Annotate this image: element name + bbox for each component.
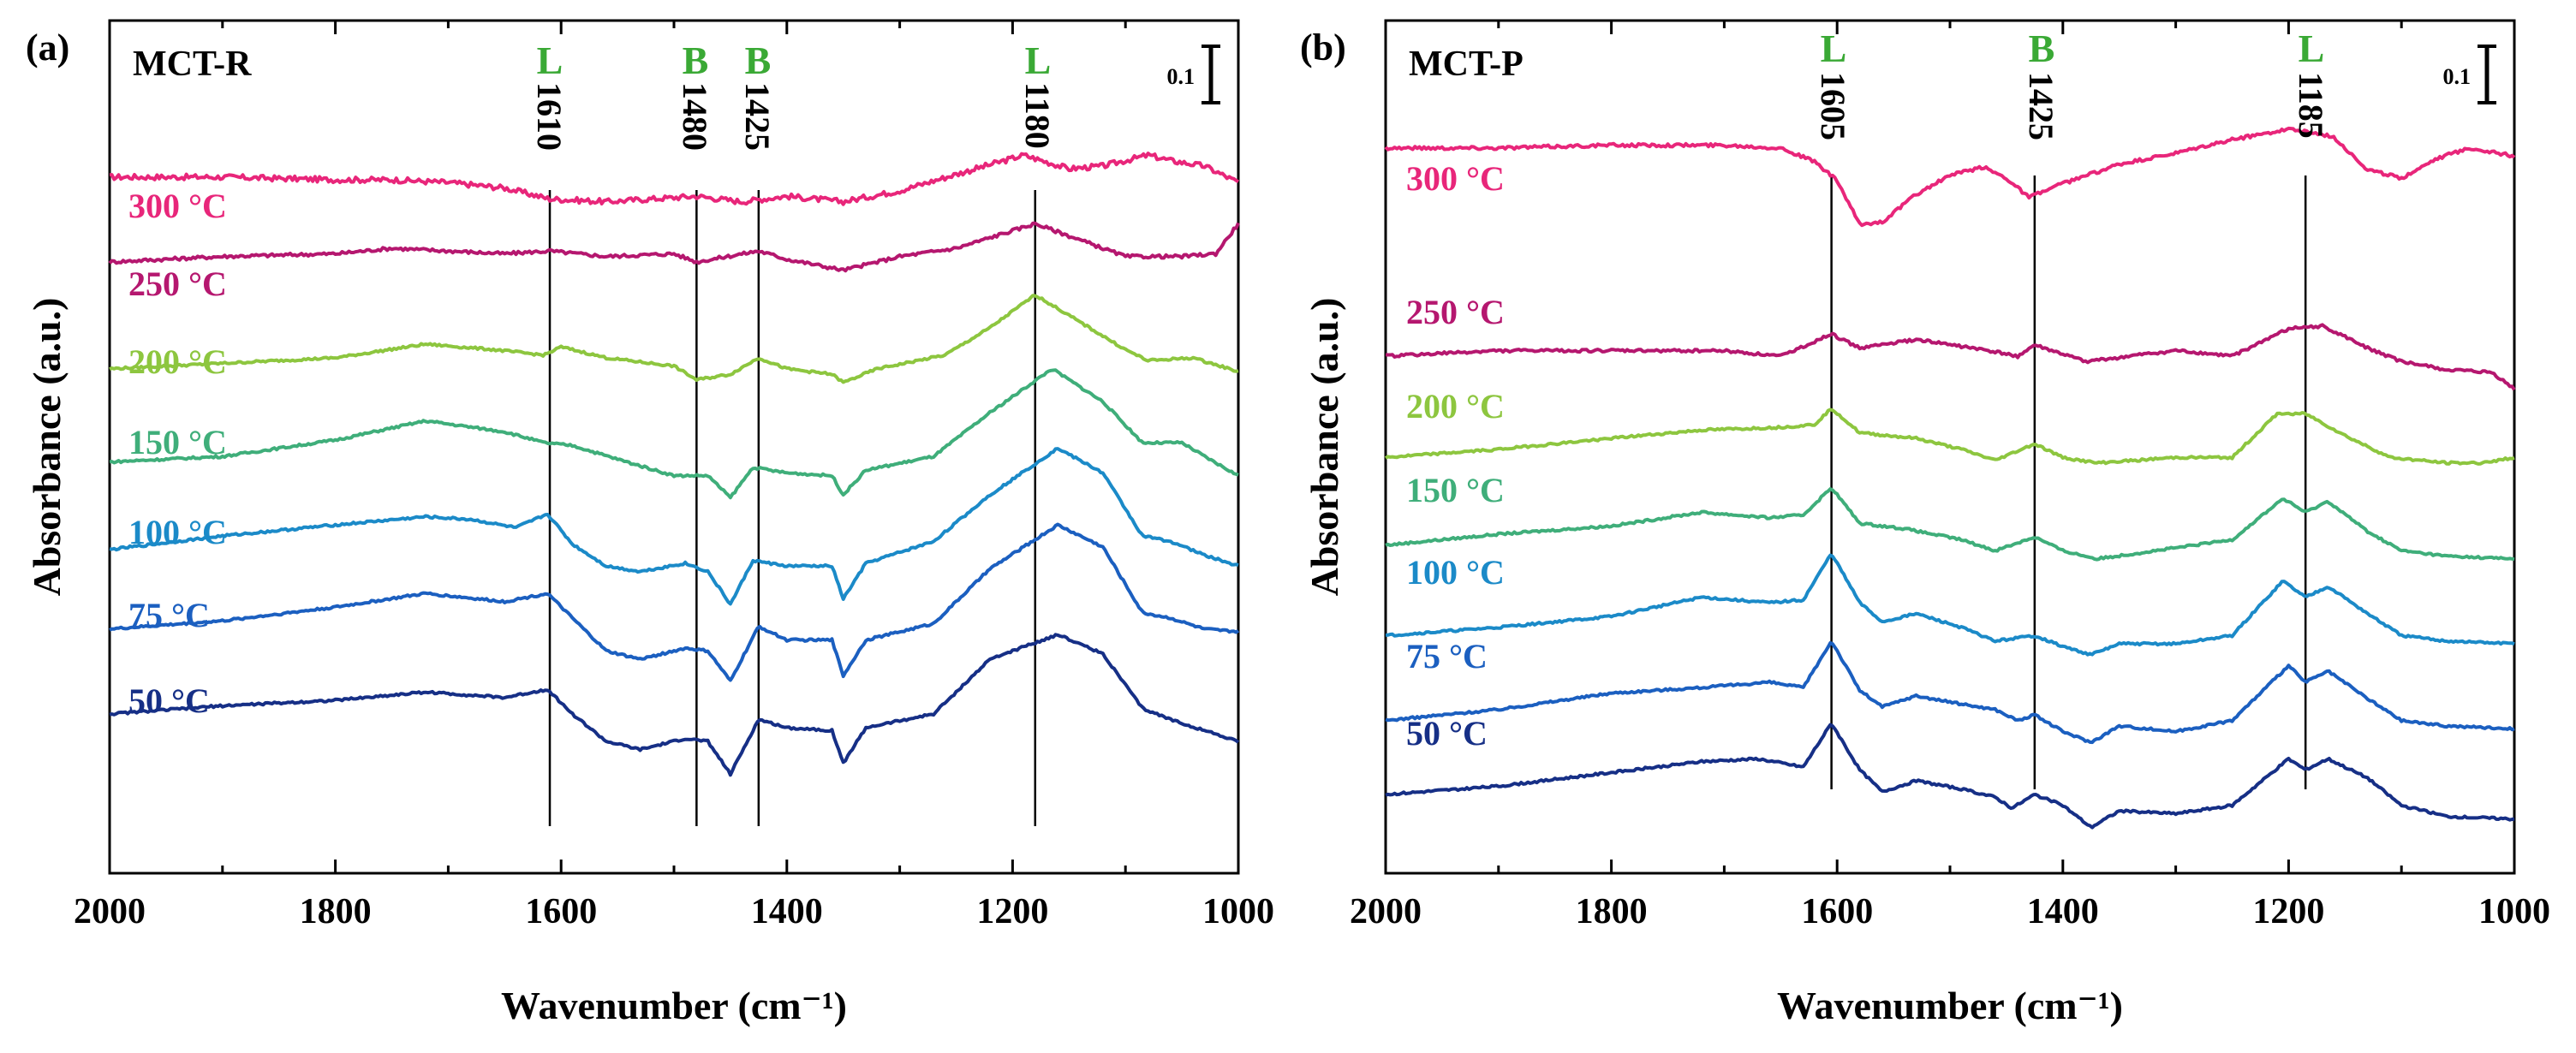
panel-a-sample-name: MCT-R [133,45,252,84]
panel-b-x-tick-label: 1200 [2252,892,2324,931]
panel-a-peak-value-1610: 1610 [530,82,569,151]
panel-a-y-axis-title: Absorbance (a.u.) [25,298,69,597]
panel-a-x-tick-label: 1600 [525,892,597,931]
panel-a-peak-type-1425: B [745,39,772,82]
panel-a-curve-label-200: 200 °C [128,342,227,381]
panel-a-series-50C [109,633,1240,777]
panel-b-series-200C [1384,408,2515,466]
panel-b-peak-type-1605: L [1821,27,1847,70]
panel-b-y-axis-title: Absorbance (a.u.) [1303,298,1346,597]
panel-a-label: (a) [26,27,69,68]
panel-b: 2000 1800 1600 1400 1200 1000 (b) MCT-P 0.1 L… [1300,19,2550,1027]
panel-a-x-tick-label: 1000 [1202,892,1274,931]
panel-b-curve-label-150: 150 °C [1406,471,1505,509]
panel-a-series-100C [109,447,1239,606]
panel-a-curve-label-150: 150 °C [128,423,227,461]
panel-b-peak-lines [1830,176,2307,789]
panel-b-sample-name: MCT-P [1409,45,1524,84]
panel-b-peak-type-1185: L [2299,27,2325,70]
panel-a-curve-label-75: 75 °C [128,596,210,634]
panel-b-x-axis-title: Wavenumber (cm⁻¹) [1777,984,2123,1027]
panel-a-peak-value-1480: 1480 [676,82,714,151]
panel-b-x-tick-label: 1000 [2478,892,2550,931]
panel-b-ticks: 2000 1800 1600 1400 1200 1000 [1350,21,2550,931]
panel-a-peak-type-1610: L [537,39,564,82]
panel-a-series-250C [108,221,1240,273]
panel-b-curves [1384,126,2516,830]
panel-a: 2000 1800 1600 1400 1200 1000 (a) MCT-R 0.1 L… [25,19,1274,1027]
panel-b-x-tick-label: 1400 [2027,892,2099,931]
panel-b-curve-label-250: 250 °C [1406,293,1505,331]
panel-a-peak-type-1180: L [1025,39,1052,82]
panel-b-scale-label: 0.1 [2443,64,2472,89]
panel-a-x-tick-label: 1400 [751,892,823,931]
panel-a-series-75C [109,522,1240,682]
panel-a-scale-bar: 0.1 [1167,45,1220,104]
panel-b-series-50C [1385,723,2515,830]
panel-a-peak-value-1425: 1425 [738,82,777,151]
panel-a-series-150C [109,368,1239,500]
panel-b-series-250C [1385,323,2516,391]
panel-b-curve-label-200: 200 °C [1406,387,1505,425]
panel-a-curve-label-250: 250 °C [128,265,227,303]
panel-b-series-100C [1385,553,2515,657]
panel-b-x-tick-label: 1800 [1576,892,1648,931]
panel-b-curve-label-100: 100 °C [1406,553,1505,592]
panel-a-series-200C [109,294,1239,384]
panel-b-series-300C [1384,126,2516,228]
panel-a-curve-label-50: 50 °C [128,681,210,720]
panel-b-x-tick-label: 2000 [1350,892,1422,931]
panel-a-peak-type-1480: B [683,39,709,82]
panel-b-series-150C [1385,487,2515,562]
panel-b-curve-label-300: 300 °C [1406,159,1505,198]
panel-b-label: (b) [1300,27,1346,68]
panel-a-x-tick-label: 2000 [74,892,146,931]
panel-b-x-tick-label: 1600 [1801,892,1873,931]
panel-b-curve-label-75: 75 °C [1406,637,1488,675]
panel-b-peak-value-1425: 1425 [2022,72,2060,140]
panel-b-peak-type-1425: B [2029,27,2055,70]
panel-a-curve-label-100: 100 °C [128,513,227,551]
panel-a-ticks: 2000 1800 1600 1400 1200 1000 [74,21,1274,931]
panel-a-peak-lines [548,190,1037,826]
panel-b-scale-bar: 0.1 [2443,45,2496,104]
panel-a-series-300C [109,152,1240,206]
panel-a-curve-label-300: 300 °C [128,187,227,225]
panel-b-curve-label-50: 50 °C [1406,714,1488,753]
panel-a-x-tick-label: 1800 [300,892,372,931]
panel-b-peak-value-1605: 1605 [1814,72,1852,140]
panel-a-peak-value-1180: 1180 [1018,82,1057,149]
panel-a-x-tick-label: 1200 [976,892,1048,931]
panel-b-peak-value-1185: 1185 [2292,72,2330,139]
panel-a-x-axis-title: Wavenumber (cm⁻¹) [501,984,847,1027]
panel-b-series-75C [1385,640,2515,745]
panel-a-scale-label: 0.1 [1167,64,1196,89]
panel-a-curves [108,152,1240,777]
